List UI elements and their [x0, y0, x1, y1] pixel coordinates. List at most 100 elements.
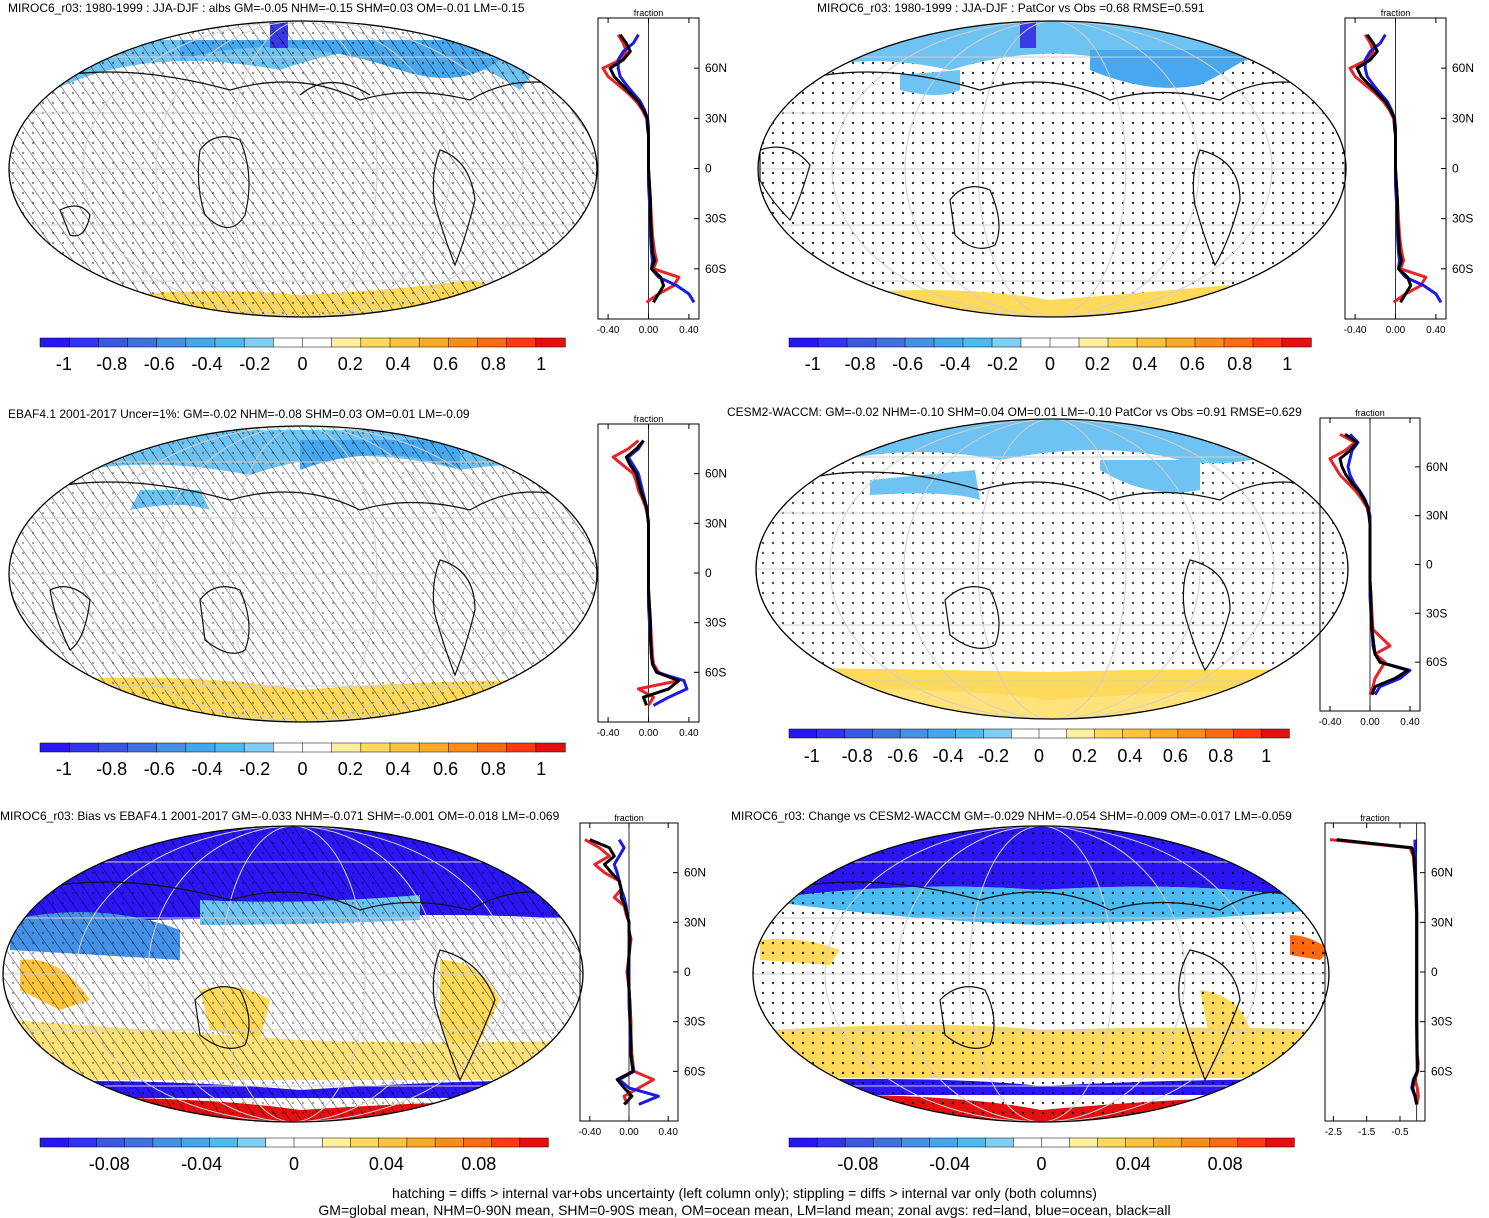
colorbar-tick-label: 0.2 — [338, 354, 363, 374]
colorbar-tick-label: 0.8 — [481, 759, 506, 779]
colorbar-tick-label: 0.2 — [1072, 746, 1097, 766]
colorbar-swatch — [302, 337, 333, 348]
x-tick-label: 0.40 — [1426, 325, 1446, 336]
colorbar-swatch — [1209, 1137, 1239, 1148]
colorbar-swatch — [955, 728, 985, 739]
y-tick-label: 60N — [684, 866, 706, 880]
colorbar-swatch — [293, 1137, 323, 1148]
x-tick-label: 0.00 — [1360, 717, 1380, 728]
zonal-series-land — [611, 439, 681, 707]
colorbar-tick-label: -0.08 — [89, 1154, 130, 1174]
colorbar-swatch — [185, 337, 216, 348]
colorbar-swatch — [1153, 1137, 1183, 1148]
zonal-average-plot: fraction -0.40 0.00 0.40 60N 30N 0 30S 60S — [1344, 8, 1474, 336]
colorbar-tick-label: 1 — [1282, 354, 1292, 374]
zonal-average-plot: fraction -0.40 0.00 0.40 60N 30N 0 30S 60S — [578, 813, 706, 1138]
colorbar-tick-label: -0.8 — [96, 759, 127, 779]
x-tick-label: 0.40 — [658, 1127, 678, 1138]
colorbar-swatch — [448, 742, 479, 753]
y-tick-label: 0 — [1452, 162, 1459, 176]
colorbar-swatch — [816, 1137, 846, 1148]
colorbar-swatch — [331, 337, 362, 348]
colorbar-tick-label: 0.6 — [1163, 746, 1188, 766]
colorbar-tick-label: 0 — [1045, 354, 1055, 374]
colorbar-swatch — [67, 1137, 98, 1148]
colorbar-swatch — [844, 1137, 874, 1148]
colorbar-swatch — [957, 1137, 987, 1148]
y-tick-label: 0 — [705, 162, 712, 176]
colorbar-swatch — [68, 337, 99, 348]
colorbar-tick-label: -0.8 — [96, 354, 127, 374]
zonal-series-all — [624, 439, 681, 706]
colorbar-swatch — [463, 1137, 493, 1148]
colorbar-swatch — [1122, 728, 1151, 739]
colorbar-swatch — [321, 1137, 352, 1148]
colorbar-swatch — [156, 337, 187, 348]
colorbar-swatch — [418, 742, 449, 753]
x-tick-label: -0.40 — [1344, 325, 1367, 336]
y-tick-label: 60S — [705, 262, 726, 276]
colorbar: -0.08 -0.04 0 0.04 0.08 — [788, 1137, 1295, 1174]
colorbar-swatch — [68, 742, 99, 753]
colorbar-tick-label: -0.2 — [239, 759, 270, 779]
zonal-axis-label: fraction — [614, 813, 644, 823]
colorbar-swatch — [127, 337, 158, 348]
y-tick-label: 30N — [1431, 915, 1453, 929]
y-tick-label: 60S — [1431, 1064, 1452, 1078]
colorbar-swatch — [360, 742, 391, 753]
x-tick-label: -0.40 — [578, 1127, 601, 1138]
colorbar-swatch — [448, 337, 479, 348]
colorbar-swatch — [1177, 728, 1207, 739]
colorbar-tick-label: -1 — [805, 354, 821, 374]
colorbar-swatch — [962, 337, 993, 348]
y-tick-label: 60N — [1431, 866, 1453, 880]
colorbar-swatch — [265, 1137, 295, 1148]
colorbar-tick-label: 0.04 — [1116, 1154, 1151, 1174]
map — [758, 21, 1346, 317]
colorbar-tick-label: -0.6 — [144, 759, 175, 779]
colorbar-tick-label: 0.8 — [1227, 354, 1252, 374]
x-tick-label: -0.5 — [1391, 1127, 1409, 1138]
colorbar-swatch — [933, 337, 964, 348]
colorbar-tick-label: 0.6 — [433, 354, 458, 374]
colorbar-swatch — [1049, 337, 1080, 348]
panel-title: MIROC6_r03: 1980-1999 : JJA-DJF : albs G… — [8, 1, 525, 15]
colorbar-swatch — [1181, 1137, 1211, 1148]
colorbar-swatch — [98, 742, 129, 753]
colorbar-swatch — [1041, 1137, 1071, 1148]
colorbar-swatch — [39, 742, 70, 753]
zonal-average-plot: fraction -0.40 0.00 0.40 60N 30N 0 30S 60S — [1319, 408, 1448, 728]
colorbar-swatch — [1136, 337, 1167, 348]
colorbar-swatch — [124, 1137, 154, 1148]
colorbar-swatch — [1260, 728, 1290, 739]
colorbar-swatch — [406, 1137, 436, 1148]
colorbar-swatch — [1223, 337, 1254, 348]
colorbar-swatch — [899, 728, 929, 739]
map — [3, 826, 583, 1122]
colorbar-swatch — [846, 337, 877, 348]
panel-ebaf4-obs: EBAF4.1 2001-2017 Uncer=1%: GM=-0.02 NHM… — [8, 407, 727, 779]
colorbar-tick-label: 1 — [1261, 746, 1271, 766]
x-tick-label: -1.5 — [1358, 1127, 1376, 1138]
colorbar-swatch — [1078, 337, 1109, 348]
zonal-average-plot: fraction -0.40 0.00 0.40 60N 30N 0 30S 60S — [597, 414, 727, 739]
colorbar-tick-label: -1 — [56, 759, 72, 779]
colorbar-swatch — [214, 337, 245, 348]
colorbar-tick-label: 0 — [297, 354, 307, 374]
colorbar-swatch — [1265, 1137, 1295, 1148]
colorbar-swatch — [1107, 337, 1138, 348]
x-tick-label: 0.00 — [619, 1127, 639, 1138]
colorbar-tick-label: -0.08 — [837, 1154, 878, 1174]
y-tick-label: 0 — [1431, 965, 1438, 979]
x-tick-label: -2.5 — [1325, 1127, 1343, 1138]
colorbar-tick-label: 0.4 — [385, 354, 410, 374]
colorbar-swatch — [1013, 1137, 1043, 1148]
colorbar-swatch — [904, 337, 935, 348]
colorbar-swatch — [243, 742, 274, 753]
colorbar-tick-label: -0.2 — [978, 746, 1009, 766]
map-outline — [2, 825, 584, 1123]
colorbar-swatch — [389, 742, 420, 753]
colorbar-swatch — [156, 742, 187, 753]
colorbar-tick-label: 0 — [1036, 1154, 1046, 1174]
colorbar-swatch — [844, 728, 873, 739]
